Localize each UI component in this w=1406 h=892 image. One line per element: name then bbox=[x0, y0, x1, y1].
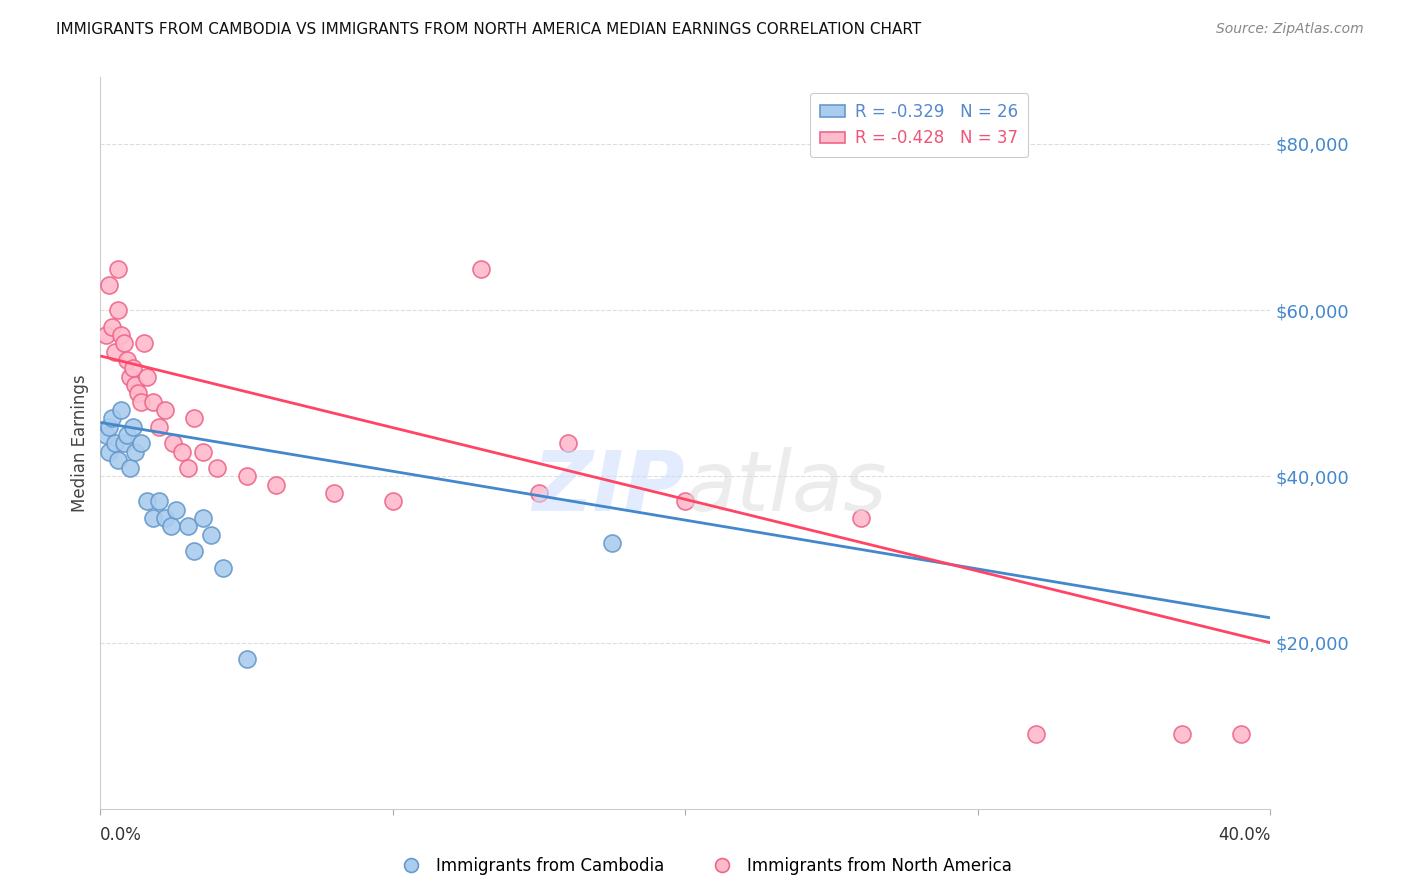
Point bbox=[381, 494, 404, 508]
Point bbox=[148, 494, 170, 508]
Point bbox=[849, 511, 872, 525]
Point bbox=[207, 461, 229, 475]
Point bbox=[557, 436, 579, 450]
Point bbox=[235, 652, 257, 666]
Point bbox=[527, 486, 550, 500]
Point bbox=[129, 394, 152, 409]
Point bbox=[212, 561, 235, 575]
Point bbox=[110, 328, 132, 343]
Point bbox=[200, 527, 222, 541]
Point bbox=[600, 536, 623, 550]
Text: atlas: atlas bbox=[685, 447, 887, 527]
Point bbox=[177, 519, 200, 533]
Point bbox=[104, 344, 127, 359]
Point bbox=[159, 519, 181, 533]
Point bbox=[235, 469, 257, 483]
Point bbox=[165, 502, 187, 516]
Point bbox=[112, 436, 135, 450]
Point bbox=[98, 444, 121, 458]
Point bbox=[323, 486, 346, 500]
Point bbox=[673, 494, 696, 508]
Point bbox=[264, 477, 287, 491]
Text: IMMIGRANTS FROM CAMBODIA VS IMMIGRANTS FROM NORTH AMERICA MEDIAN EARNINGS CORREL: IMMIGRANTS FROM CAMBODIA VS IMMIGRANTS F… bbox=[56, 22, 921, 37]
Point bbox=[172, 444, 194, 458]
Point bbox=[470, 261, 492, 276]
Point bbox=[136, 494, 159, 508]
Point bbox=[98, 278, 121, 293]
Point bbox=[107, 261, 129, 276]
Point bbox=[129, 436, 152, 450]
Point bbox=[153, 511, 176, 525]
Point bbox=[127, 386, 149, 401]
Point bbox=[101, 319, 124, 334]
Point bbox=[96, 428, 118, 442]
Legend: Immigrants from Cambodia, Immigrants from North America: Immigrants from Cambodia, Immigrants fro… bbox=[387, 851, 1019, 882]
Point bbox=[162, 436, 184, 450]
Point bbox=[101, 411, 124, 425]
Y-axis label: Median Earnings: Median Earnings bbox=[72, 375, 89, 512]
Point bbox=[1171, 727, 1194, 741]
Text: 40.0%: 40.0% bbox=[1218, 826, 1270, 844]
Point bbox=[1025, 727, 1047, 741]
Point bbox=[134, 336, 156, 351]
Point bbox=[107, 453, 129, 467]
Point bbox=[98, 419, 121, 434]
Point bbox=[104, 436, 127, 450]
Point bbox=[142, 394, 165, 409]
Text: 0.0%: 0.0% bbox=[100, 826, 142, 844]
Point bbox=[1230, 727, 1253, 741]
Point bbox=[124, 378, 146, 392]
Point bbox=[115, 428, 138, 442]
Point bbox=[191, 444, 214, 458]
Point bbox=[107, 303, 129, 318]
Text: ZIP: ZIP bbox=[533, 447, 685, 527]
Point bbox=[148, 419, 170, 434]
Point bbox=[191, 511, 214, 525]
Point bbox=[112, 336, 135, 351]
Point bbox=[124, 444, 146, 458]
Point bbox=[153, 403, 176, 417]
Point bbox=[118, 461, 141, 475]
Point bbox=[136, 369, 159, 384]
Point bbox=[121, 361, 143, 376]
Point bbox=[177, 461, 200, 475]
Point bbox=[142, 511, 165, 525]
Point bbox=[118, 369, 141, 384]
Point bbox=[110, 403, 132, 417]
Point bbox=[121, 419, 143, 434]
Point bbox=[183, 411, 205, 425]
Legend: R = -0.329   N = 26, R = -0.428   N = 37: R = -0.329 N = 26, R = -0.428 N = 37 bbox=[810, 93, 1028, 157]
Text: Source: ZipAtlas.com: Source: ZipAtlas.com bbox=[1216, 22, 1364, 37]
Point bbox=[96, 328, 118, 343]
Point bbox=[115, 353, 138, 368]
Point bbox=[183, 544, 205, 558]
